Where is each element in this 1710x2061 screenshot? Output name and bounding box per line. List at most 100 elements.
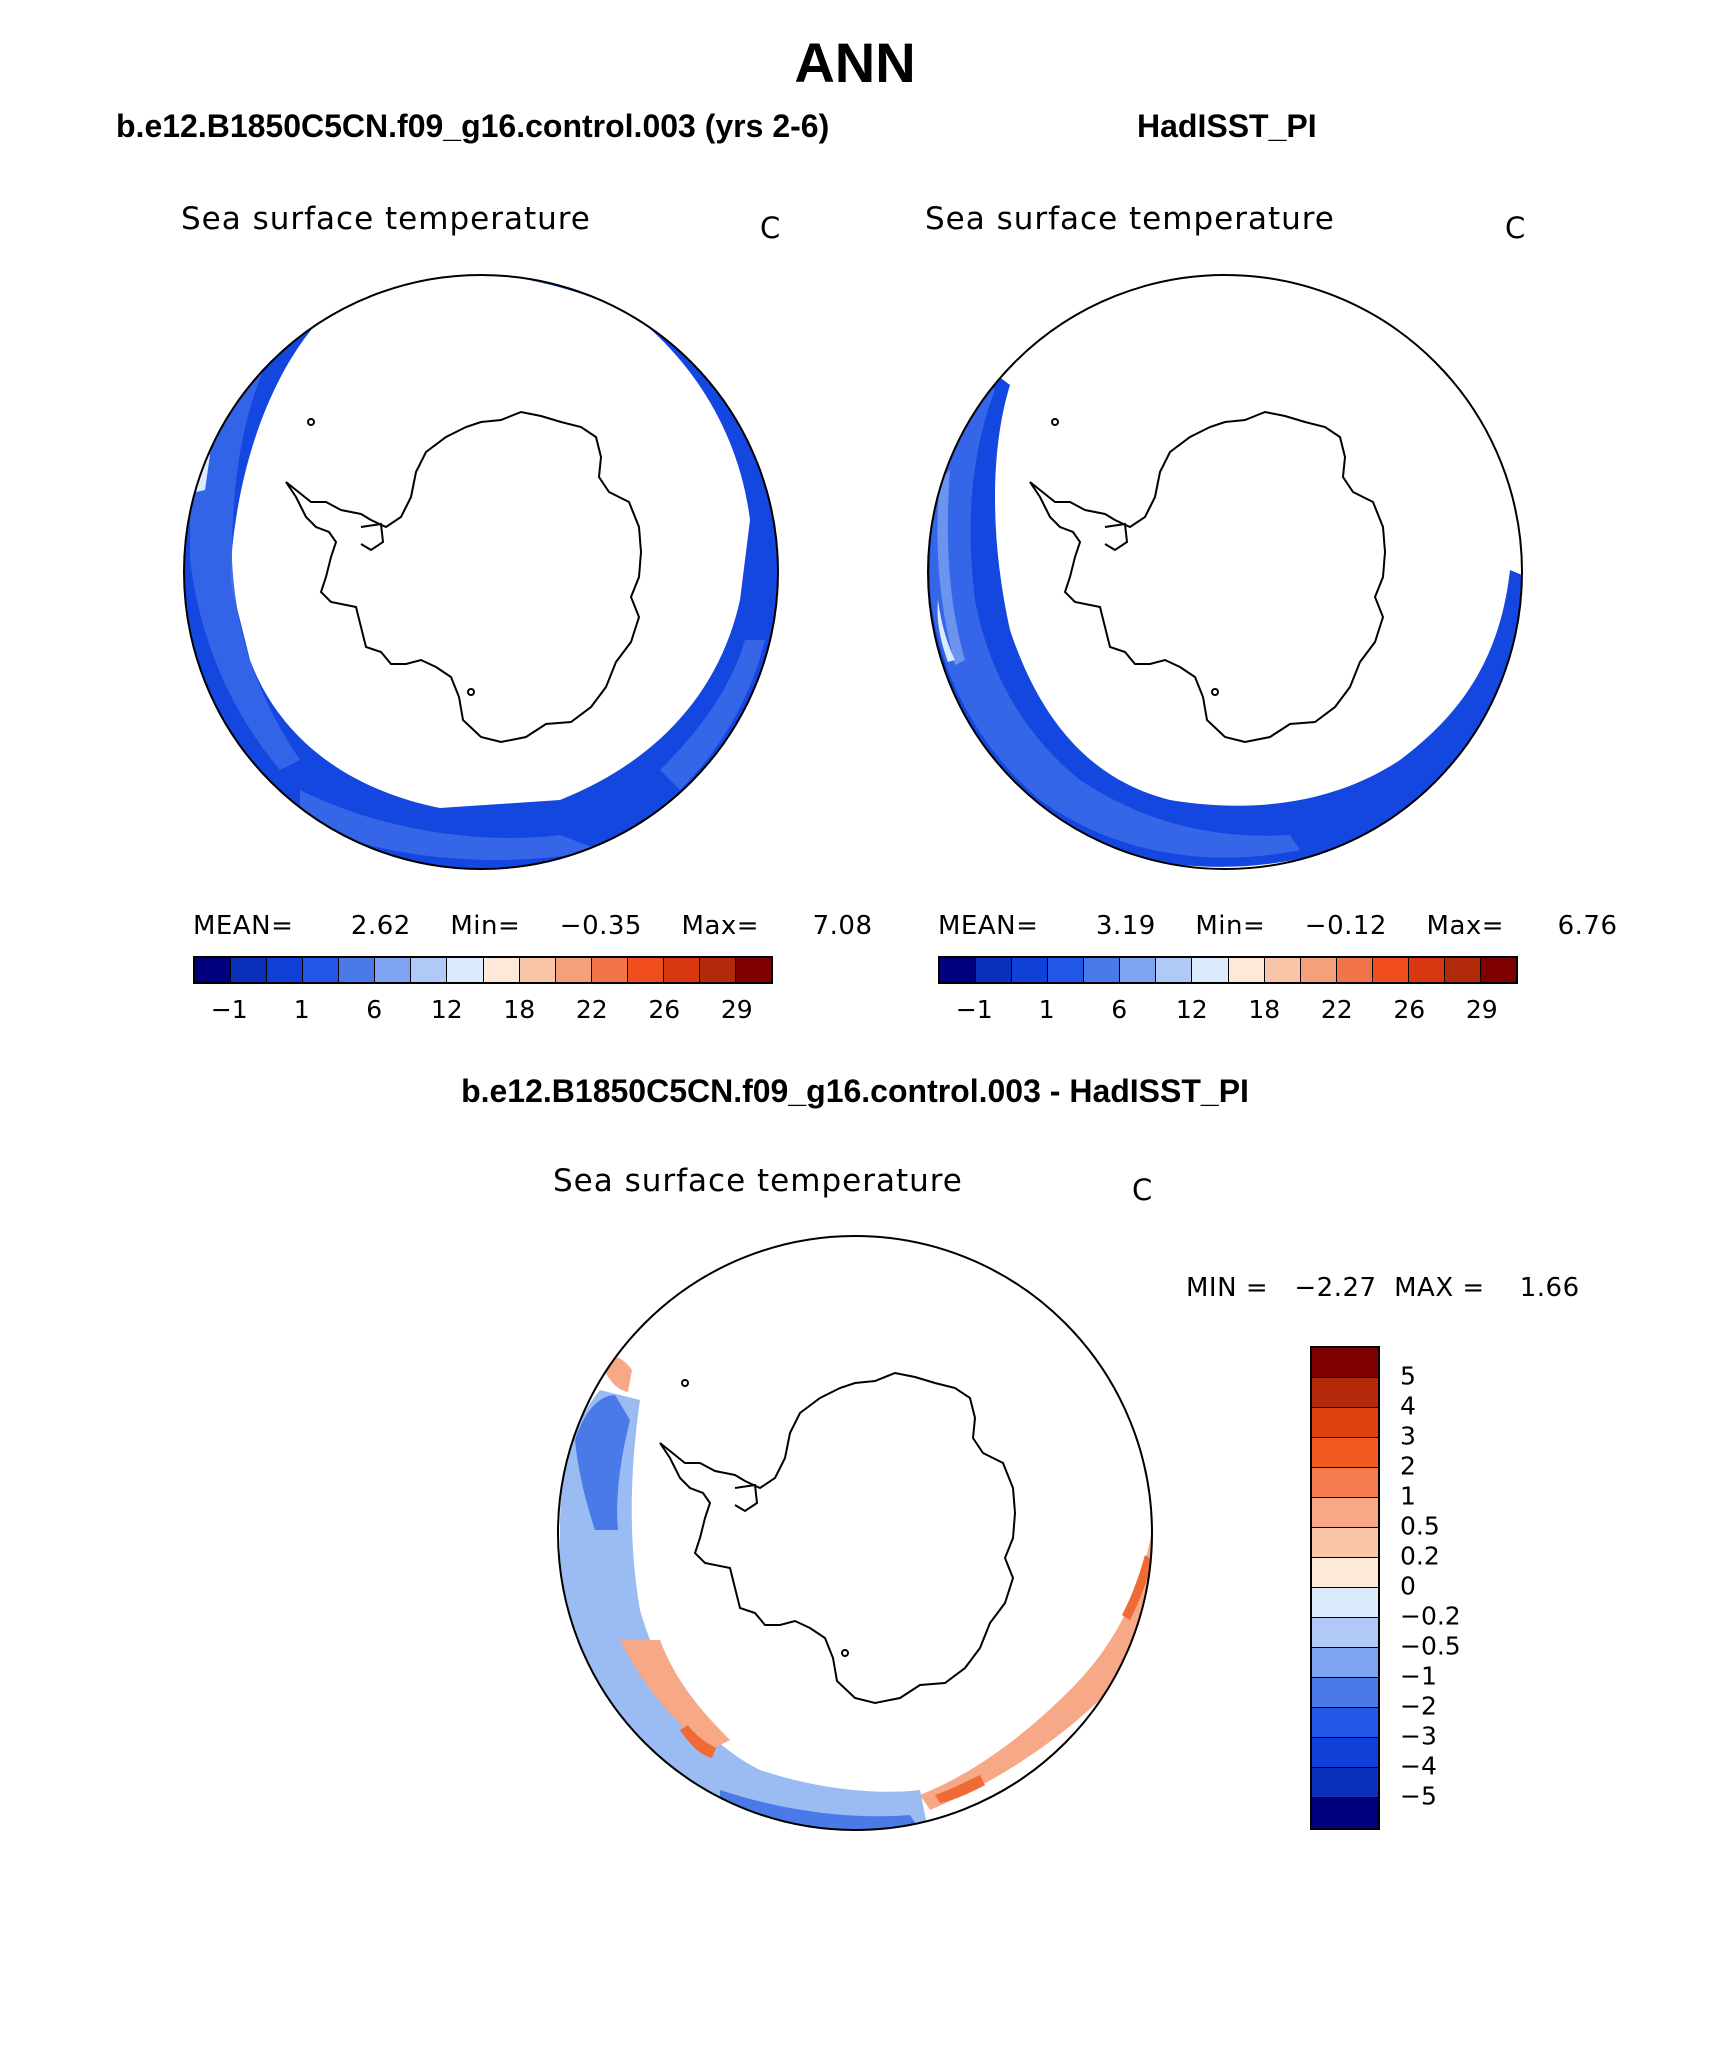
diff-colorbar-swatch: [1312, 1798, 1378, 1828]
diff-colorbar-swatch: [1312, 1528, 1378, 1558]
left-colorbar-swatch: [339, 958, 376, 982]
left-colorbar-swatch: [267, 958, 304, 982]
diff-colorbar-swatch: [1312, 1558, 1378, 1588]
diff-colorbar: [1310, 1346, 1380, 1830]
right-sst-map: [927, 274, 1523, 870]
right-colorbar-swatch: [976, 958, 1013, 982]
right-colorbar-swatch: [1192, 958, 1229, 982]
right-max-value: 6.76: [1557, 911, 1618, 941]
right-colorbar-swatch: [1336, 958, 1373, 982]
left-mean-value: 2.62: [350, 911, 411, 941]
diff-colorbar-level-label: −5: [1400, 1781, 1437, 1811]
left-colorbar-swatch: [591, 958, 628, 982]
right-max-label: Max=: [1426, 911, 1505, 941]
right-colorbar-tick-label: 26: [1393, 995, 1426, 1024]
diff-colorbar-swatch: [1312, 1498, 1378, 1528]
diff-colorbar-swatch: [1312, 1708, 1378, 1738]
right-colorbar-tick-label: 18: [1248, 995, 1281, 1024]
right-colorbar-swatch: [1084, 958, 1121, 982]
left-colorbar-swatch: [375, 958, 412, 982]
right-colorbar-swatch: [1048, 958, 1085, 982]
left-colorbar-swatch: [555, 958, 592, 982]
left-min-value: −0.35: [559, 911, 642, 941]
diff-colorbar-level-label: 1: [1400, 1481, 1416, 1511]
right-colorbar-swatch: [940, 958, 977, 982]
left-colorbar-swatch: [483, 958, 520, 982]
difference-map: [557, 1235, 1153, 1831]
right-stats: MEAN= 3.19 Min= −0.12 Max= 6.76: [938, 911, 1617, 941]
diff-colorbar-level-label: 0.5: [1400, 1511, 1440, 1541]
right-mean-value: 3.19: [1095, 911, 1156, 941]
left-mean-label: MEAN=: [193, 911, 294, 941]
diff-colorbar-level-label: 0: [1400, 1571, 1416, 1601]
diff-colorbar-swatch: [1312, 1378, 1378, 1408]
left-case-title: b.e12.B1850C5CN.f09_g16.control.003 (yrs…: [116, 108, 830, 144]
diff-colorbar-level-label: 0.2: [1400, 1541, 1440, 1571]
diff-colorbar-swatch: [1312, 1348, 1378, 1378]
left-colorbar-tick-label: 6: [366, 995, 383, 1024]
diff-colorbar-swatch: [1312, 1648, 1378, 1678]
diff-colorbar-level-label: −0.5: [1400, 1631, 1461, 1661]
left-colorbar-tick-label: −1: [210, 995, 248, 1024]
left-colorbar-tick-label: 26: [648, 995, 681, 1024]
left-colorbar-tick-label: 18: [503, 995, 536, 1024]
left-panel-variable-title: Sea surface temperature: [181, 201, 591, 237]
diff-colorbar-level-label: 3: [1400, 1421, 1416, 1451]
left-max-label: Max=: [681, 911, 760, 941]
diff-colorbar-level-label: −1: [1400, 1661, 1437, 1691]
right-colorbar-swatch: [1444, 958, 1481, 982]
right-colorbar-swatch: [1480, 958, 1516, 982]
diff-panel-variable-title: Sea surface temperature: [553, 1163, 963, 1199]
left-colorbar-swatch: [663, 958, 700, 982]
diff-colorbar-level-label: −2: [1400, 1691, 1437, 1721]
diff-colorbar-level-label: 5: [1400, 1361, 1416, 1391]
diff-colorbar-swatch: [1312, 1438, 1378, 1468]
left-colorbar-swatch: [699, 958, 736, 982]
right-colorbar-swatch: [1228, 958, 1265, 982]
left-max-value: 7.08: [812, 911, 873, 941]
left-colorbar-swatch: [447, 958, 484, 982]
left-colorbar-tick-label: 1: [293, 995, 310, 1024]
left-colorbar-tick-label: 29: [720, 995, 753, 1024]
left-colorbar-swatch: [627, 958, 664, 982]
left-colorbar-tick-label: 22: [575, 995, 608, 1024]
left-colorbar-swatch: [519, 958, 556, 982]
diff-colorbar-level-label: −3: [1400, 1721, 1437, 1751]
diff-colorbar-swatch: [1312, 1768, 1378, 1798]
left-min-label: Min=: [450, 911, 521, 941]
diff-colorbar-level-label: −0.2: [1400, 1601, 1461, 1631]
right-colorbar-tick-label: 12: [1175, 995, 1208, 1024]
left-colorbar-swatch: [303, 958, 340, 982]
left-colorbar-tick-label: 12: [430, 995, 463, 1024]
right-colorbar-tick-label: 22: [1320, 995, 1353, 1024]
left-stats: MEAN= 2.62 Min= −0.35 Max= 7.08: [193, 911, 872, 941]
left-colorbar-swatch: [411, 958, 448, 982]
right-colorbar-tick-label: 6: [1111, 995, 1128, 1024]
left-colorbar-swatch: [195, 958, 232, 982]
right-colorbar-swatch: [1264, 958, 1301, 982]
right-colorbar-swatch: [1120, 958, 1157, 982]
left-sst-map: [183, 274, 779, 870]
right-min-value: −0.12: [1304, 911, 1387, 941]
diff-colorbar-swatch: [1312, 1678, 1378, 1708]
left-colorbar-swatch: [735, 958, 771, 982]
right-colorbar-tick-label: 29: [1465, 995, 1498, 1024]
right-panel-variable-title: Sea surface temperature: [925, 201, 1335, 237]
right-mean-label: MEAN=: [938, 911, 1039, 941]
diff-colorbar-swatch: [1312, 1408, 1378, 1438]
right-colorbar-swatch: [1372, 958, 1409, 982]
diff-colorbar-level-label: 2: [1400, 1451, 1416, 1481]
diff-colorbar-level-label: −4: [1400, 1751, 1437, 1781]
right-colorbar-tick-label: −1: [955, 995, 993, 1024]
right-colorbar-swatch: [1408, 958, 1445, 982]
main-title: ANN: [794, 31, 916, 94]
left-panel-units: C: [760, 211, 781, 245]
right-panel-units: C: [1505, 211, 1526, 245]
right-colorbar: [938, 956, 1518, 984]
left-colorbar: [193, 956, 773, 984]
right-colorbar-swatch: [1300, 958, 1337, 982]
right-colorbar-swatch: [1156, 958, 1193, 982]
diff-colorbar-swatch: [1312, 1618, 1378, 1648]
right-colorbar-swatch: [1012, 958, 1049, 982]
